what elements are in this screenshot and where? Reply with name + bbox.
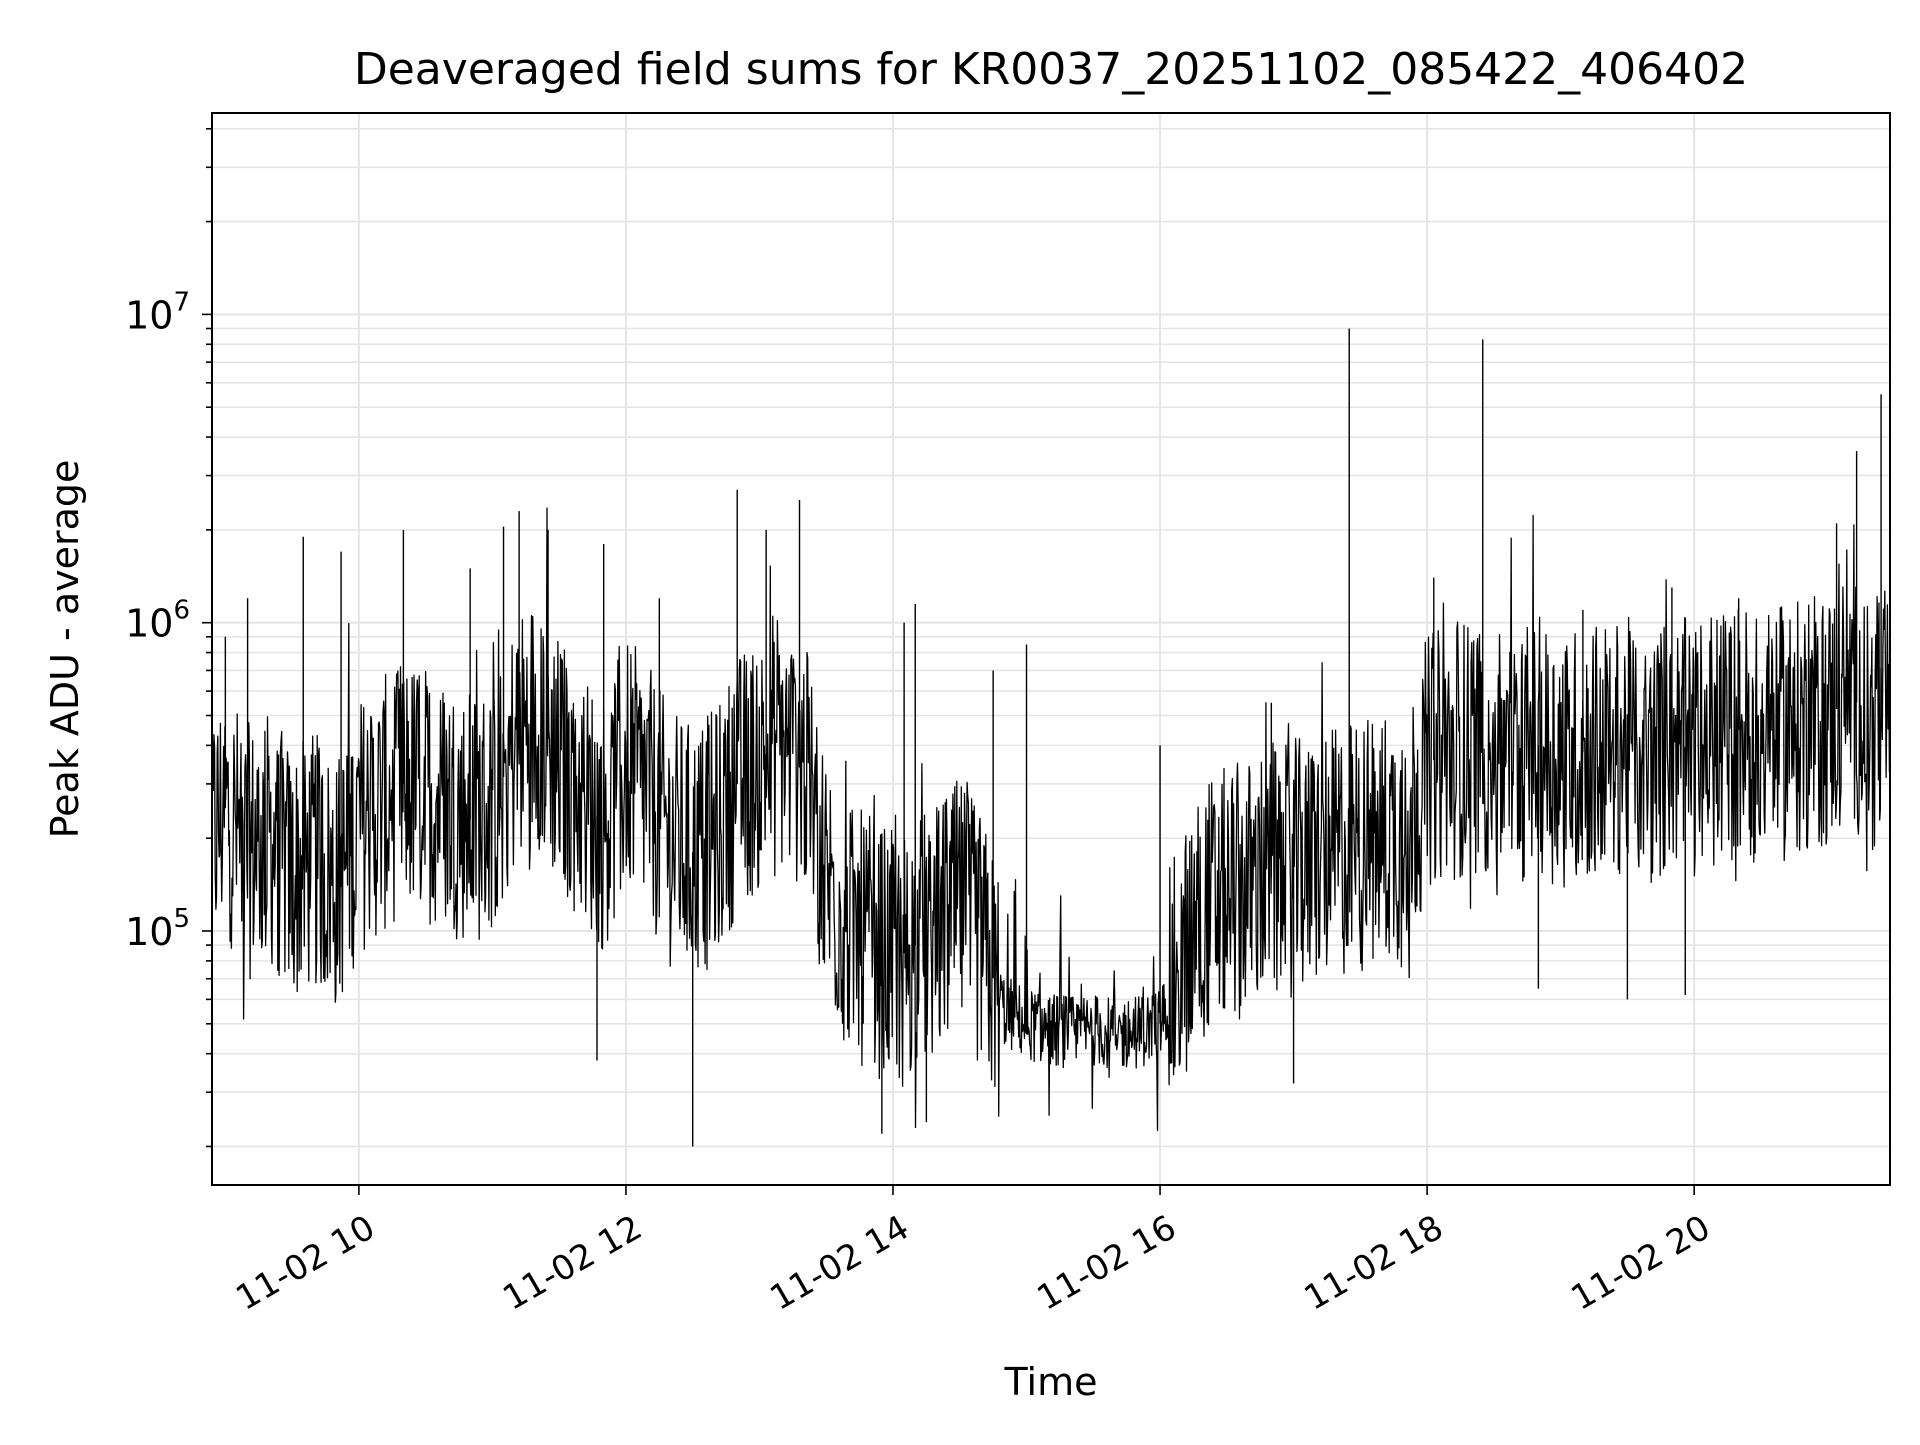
y-tick-exponent: 7 [173,287,190,317]
y-tick-base: 10 [125,910,173,954]
chart-title: Deaveraged field sums for KR0037_2025110… [354,44,1748,95]
plot-frame [211,112,1891,1186]
plot-data [211,328,1891,1147]
y-tick-label: 106 [125,596,190,646]
y-tick-label: 105 [125,904,190,954]
y-tick-label: 107 [125,287,190,337]
series-line [211,507,1891,1132]
y-tick-base: 10 [125,602,173,646]
y-tick-exponent: 5 [173,904,190,934]
x-axis-label: Time [1004,1360,1098,1404]
y-tick-base: 10 [125,293,173,337]
y-tick-exponent: 6 [173,596,190,626]
y-axis-label: Peak ADU - average [43,460,87,839]
